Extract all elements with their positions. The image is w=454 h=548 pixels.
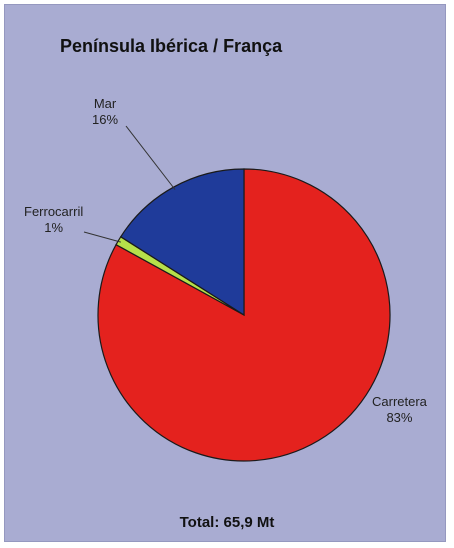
slice-name-mar: Mar — [93, 96, 117, 111]
leader-line-mar — [125, 125, 176, 190]
chart-title: Península Ibérica / França — [60, 36, 283, 56]
slice-name-ferrocarril: Ferrocarril — [24, 204, 84, 219]
slice-label-mar: Mar 16% — [92, 96, 118, 128]
slice-label-ferrocarril: Ferrocarril 1% — [24, 204, 83, 236]
slice-value-ferrocarril: 1% — [44, 220, 64, 235]
slice-value-carretera: 83% — [386, 410, 413, 425]
leader-line-ferrocarril — [83, 231, 121, 243]
chart-total: Total: 65,9 Mt — [179, 514, 275, 531]
slice-value-mar: 16% — [92, 112, 119, 127]
slice-name-carretera: Carretera — [372, 394, 427, 409]
slice-label-carretera: Carretera 83% — [372, 394, 427, 426]
